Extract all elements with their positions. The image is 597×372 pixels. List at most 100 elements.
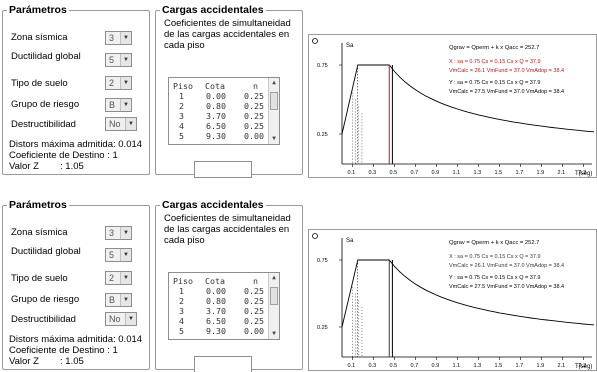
cargas-edit-input[interactable]	[194, 356, 252, 372]
cell-cota: 0.80	[206, 296, 226, 306]
spectrum-chart: Sa T(seg) 0.1 0.3 0.5 0.7 0.9 1.1 1.3 1.5 1.7 1.9 2.…	[308, 229, 597, 371]
x-tick-label: 1.1	[453, 170, 461, 176]
tipo-de-suelo-value: 2	[109, 273, 115, 283]
table-row[interactable]: 3 3.70 0.25	[169, 111, 269, 121]
table-row[interactable]: 3 3.70 0.25	[169, 306, 269, 316]
scroll-thumb[interactable]	[270, 287, 278, 305]
y-tick-label: 0.75	[317, 258, 328, 264]
valor-z: Valor Z : 1.05	[9, 161, 84, 172]
cell-cota: 6.50	[206, 121, 226, 131]
chevron-down-icon[interactable]: ▼	[120, 272, 131, 284]
cell-piso: 3	[179, 306, 184, 316]
table-row[interactable]: 5 9.30 0.00	[169, 131, 269, 141]
zona-sismica-value: 3	[109, 33, 115, 43]
x-axis-label: T(seg)	[575, 364, 592, 370]
y-result-line: Y : sa = 0.75 Cs = 0.15 Cs x Q = 37.9	[449, 275, 540, 281]
destructibilidad-label: Destructibilidad	[11, 119, 76, 130]
column-n: n	[253, 81, 258, 91]
panel-top: Parámetros Zona sísmica 3 ▼ Ductilidad gl…	[0, 4, 597, 179]
chevron-down-icon[interactable]: ▼	[120, 32, 131, 44]
ductilidad-global-combo[interactable]: 5 ▼	[105, 248, 132, 262]
cell-cota: 9.30	[206, 326, 226, 336]
tipo-de-suelo-combo[interactable]: 2 ▼	[105, 76, 132, 90]
destructibilidad-value: No	[109, 314, 121, 324]
spectrum-svg: Sa T(seg) 0.1 0.3 0.5 0.7 0.9 1.1 1.3 1.5 1.7 1.9 2.…	[312, 38, 595, 177]
ductilidad-global-combo[interactable]: 5 ▼	[105, 53, 132, 67]
parametros-title: Parámetros	[7, 4, 69, 16]
spectrum-chart: Sa T(seg) 0.1 0.3 0.5 0.7 0.9 1.1 1.3 1.5 1.7 1.9 2.…	[308, 34, 597, 178]
cell-n: 0.25	[244, 296, 264, 306]
cell-piso: 5	[179, 326, 184, 336]
scroll-thumb[interactable]	[270, 92, 278, 110]
cell-n: 0.25	[244, 111, 264, 121]
column-piso: Piso	[173, 276, 193, 286]
table-header: Piso Cota n	[169, 81, 269, 91]
x-tick-label: 1.1	[453, 363, 461, 369]
scroll-down-icon[interactable]: ▼	[272, 330, 276, 337]
formula-text: Qgrav = Qperm + k x Qacc = 252.7	[449, 240, 539, 246]
chevron-down-icon[interactable]: ▼	[125, 118, 136, 130]
grupo-de-riesgo-label: Grupo de riesgo	[11, 294, 80, 305]
corner-icon	[312, 233, 318, 239]
cargas-table[interactable]: Piso Cota n 1 0.00 0.25 2 0.80 0.25 3 3.70 0.2…	[168, 272, 280, 340]
x-tick-label: 0.9	[432, 363, 440, 369]
table-scrollbar[interactable]: ▲ ▼	[268, 78, 279, 144]
chevron-down-icon[interactable]: ▼	[120, 249, 131, 261]
y-axis-label: Sa	[346, 43, 354, 49]
x-tick-label: 2.3	[579, 170, 587, 176]
chevron-down-icon[interactable]: ▼	[120, 99, 131, 111]
destructibilidad-value: No	[109, 119, 121, 129]
table-row[interactable]: 4 6.50 0.25	[169, 121, 269, 131]
formula-text: Qgrav = Qperm + k x Qacc = 252.7	[449, 45, 539, 51]
zona-sismica-label: Zona sísmica	[11, 32, 68, 43]
table-row[interactable]: 4 6.50 0.25	[169, 316, 269, 326]
cell-cota: 6.50	[206, 316, 226, 326]
y-tick-label: 0.25	[317, 132, 328, 138]
chevron-down-icon[interactable]: ▼	[120, 54, 131, 66]
y-axis-label: Sa	[346, 238, 354, 244]
cargas-group: Cargas accidentales Coeficientes de simu…	[155, 4, 303, 178]
cargas-edit-input[interactable]	[194, 161, 252, 178]
valor-z: Valor Z : 1.05	[9, 356, 84, 367]
cell-piso: 3	[179, 111, 184, 121]
table-scrollbar[interactable]: ▲ ▼	[268, 273, 279, 339]
table-row[interactable]: 1 0.00 0.25	[169, 91, 269, 101]
cell-n: 0.25	[244, 306, 264, 316]
cell-cota: 0.00	[206, 286, 226, 296]
chevron-down-icon[interactable]: ▼	[120, 294, 131, 306]
table-row[interactable]: 5 9.30 0.00	[169, 326, 269, 336]
cell-cota: 0.00	[206, 91, 226, 101]
cell-cota: 3.70	[206, 306, 226, 316]
cell-piso: 2	[179, 296, 184, 306]
cell-n: 0.25	[244, 286, 264, 296]
zona-sismica-combo[interactable]: 3 ▼	[105, 31, 132, 45]
table-row[interactable]: 2 0.80 0.25	[169, 296, 269, 306]
chevron-down-icon[interactable]: ▼	[120, 77, 131, 89]
x-tick-label: 1.3	[474, 170, 482, 176]
column-piso: Piso	[173, 81, 193, 91]
x-tick-label: 1.9	[537, 363, 545, 369]
zona-sismica-combo[interactable]: 3 ▼	[105, 226, 132, 240]
ductilidad-global-label: Ductilidad global	[11, 51, 81, 62]
destructibilidad-combo[interactable]: No ▼	[105, 117, 137, 131]
table-row[interactable]: 2 0.80 0.25	[169, 101, 269, 111]
y-result-line: VmCalc = 27.5 VmFund = 37.0 VmAdop = 38.…	[449, 284, 564, 290]
table-row[interactable]: 1 0.00 0.25	[169, 286, 269, 296]
scroll-down-icon[interactable]: ▼	[272, 135, 276, 142]
x-axis-label: T(seg)	[575, 171, 592, 177]
x-tick-label: 2.1	[558, 170, 566, 176]
destructibilidad-combo[interactable]: No ▼	[105, 312, 137, 326]
chevron-down-icon[interactable]: ▼	[125, 313, 136, 325]
cargas-table[interactable]: Piso Cota n 1 0.00 0.25 2 0.80 0.25 3 3.70 0.2…	[168, 77, 280, 145]
scroll-up-icon[interactable]: ▲	[272, 274, 276, 281]
tipo-de-suelo-combo[interactable]: 2 ▼	[105, 271, 132, 285]
cell-n: 0.25	[244, 121, 264, 131]
cell-cota: 3.70	[206, 111, 226, 121]
chevron-down-icon[interactable]: ▼	[120, 227, 131, 239]
grupo-de-riesgo-combo[interactable]: B ▼	[105, 293, 132, 307]
parametros-group: Parámetros Zona sísmica 3 ▼ Ductilidad gl…	[2, 199, 150, 370]
scroll-up-icon[interactable]: ▲	[272, 79, 276, 86]
y-tick-label: 0.75	[317, 63, 328, 69]
column-cota: Cota	[205, 81, 225, 91]
grupo-de-riesgo-combo[interactable]: B ▼	[105, 98, 132, 112]
